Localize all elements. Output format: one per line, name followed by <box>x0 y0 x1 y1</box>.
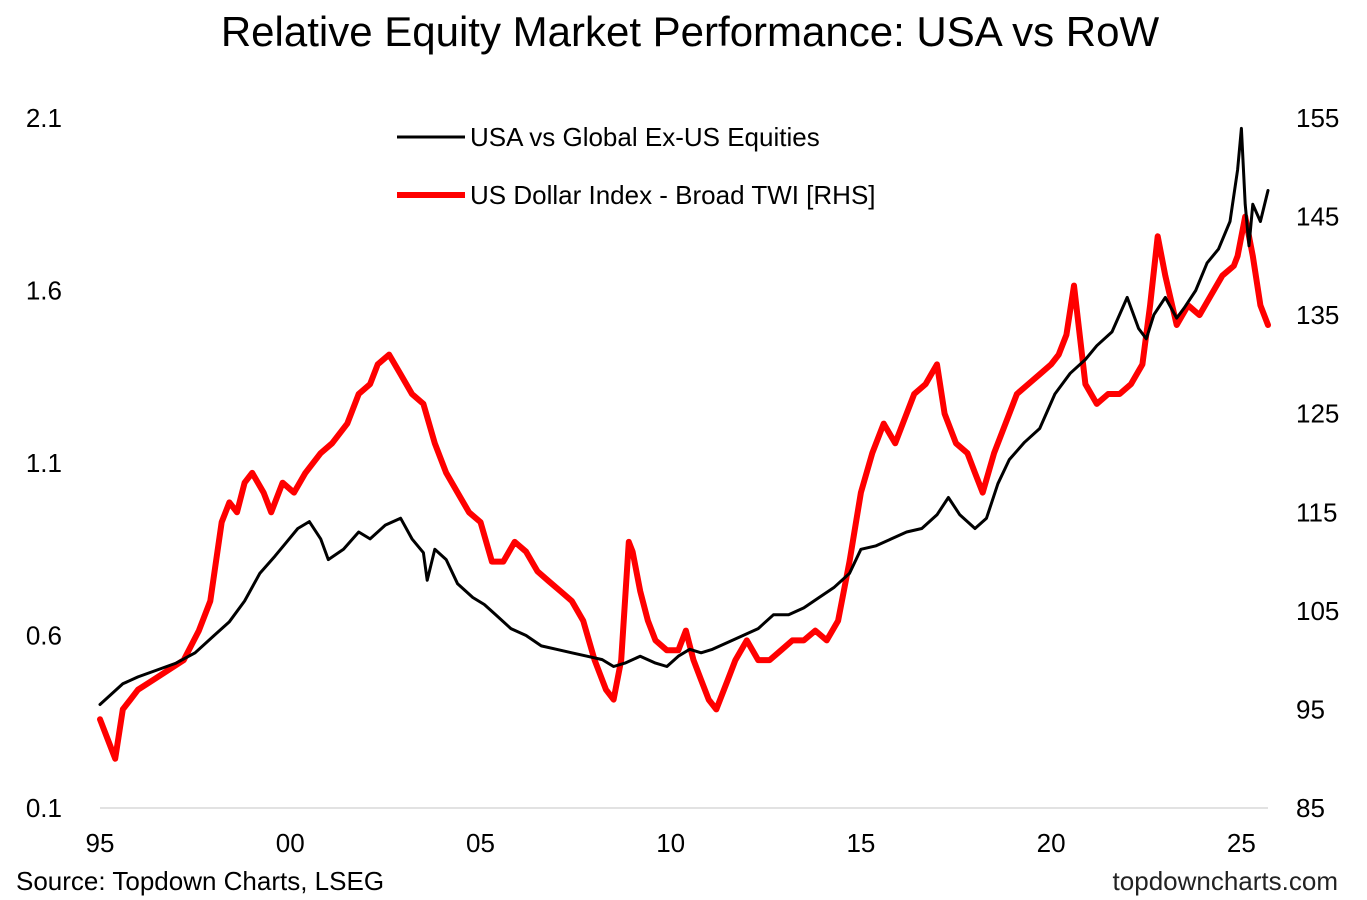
y-right-tick-label: 95 <box>1296 694 1325 724</box>
x-tick-label: 05 <box>466 828 495 858</box>
chart-title: Relative Equity Market Performance: USA … <box>221 8 1160 55</box>
source-note: Source: Topdown Charts, LSEG <box>16 866 384 896</box>
y-right-tick-label: 125 <box>1296 399 1339 429</box>
x-tick-label: 95 <box>86 828 115 858</box>
y-left-tick-label: 1.1 <box>26 448 62 478</box>
y-right-tick-label: 85 <box>1296 793 1325 823</box>
y-left-tick-label: 0.6 <box>26 621 62 651</box>
y-right-tick-label: 145 <box>1296 202 1339 232</box>
plot-area <box>97 126 1271 762</box>
watermark: topdowncharts.com <box>1113 866 1338 896</box>
legend-label-usa-vs-global: USA vs Global Ex-US Equities <box>470 122 820 152</box>
y-right-tick-label: 135 <box>1296 300 1339 330</box>
legend-label-us-dollar-index: US Dollar Index - Broad TWI [RHS] <box>470 180 876 210</box>
y-left-tick-label: 1.6 <box>26 276 62 306</box>
series-line-usa-vs-global <box>98 126 1270 706</box>
legend: USA vs Global Ex-US Equities US Dollar I… <box>397 122 876 210</box>
y-right-tick-label: 105 <box>1296 596 1339 626</box>
x-axis: 95 00 05 10 15 20 25 <box>86 828 1256 858</box>
y-axis-left: 2.1 1.6 1.1 0.6 0.1 <box>26 103 62 823</box>
y-right-tick-label: 115 <box>1296 497 1337 527</box>
x-tick-label: 15 <box>846 828 875 858</box>
y-left-tick-label: 0.1 <box>26 793 62 823</box>
series-line-us-dollar-index <box>97 213 1271 762</box>
y-axis-right: 155 145 135 125 115 105 95 85 <box>1296 103 1339 823</box>
x-tick-label: 00 <box>276 828 305 858</box>
y-left-tick-label: 2.1 <box>26 103 62 133</box>
x-tick-label: 20 <box>1037 828 1066 858</box>
x-tick-label: 25 <box>1227 828 1256 858</box>
x-tick-label: 10 <box>656 828 685 858</box>
y-right-tick-label: 155 <box>1296 103 1339 133</box>
